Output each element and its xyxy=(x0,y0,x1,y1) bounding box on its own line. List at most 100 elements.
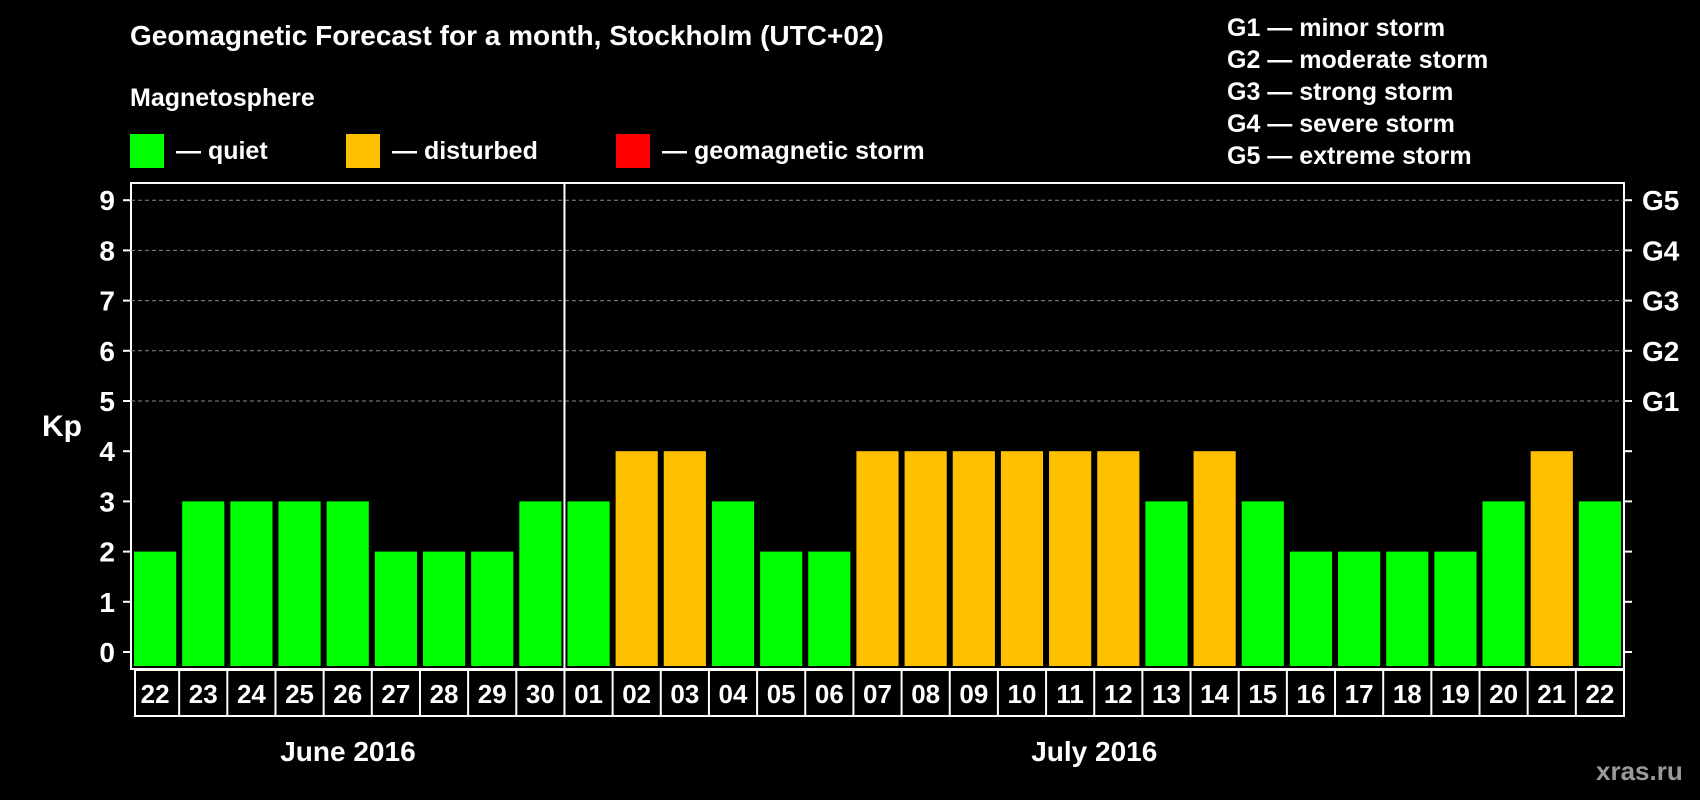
kp-bar xyxy=(1049,451,1092,666)
kp-bar xyxy=(615,451,658,666)
date-label: 01 xyxy=(574,679,603,709)
g-legend-item: G3 — strong storm xyxy=(1227,78,1454,106)
legend-disturbed-label: — disturbed xyxy=(392,136,538,165)
kp-bar xyxy=(1145,501,1188,666)
kp-bar xyxy=(422,551,466,666)
kp-bar xyxy=(1193,451,1236,666)
g-level-label: G2 xyxy=(1642,336,1679,367)
kp-bar xyxy=(1241,501,1284,666)
legend-quiet-swatch xyxy=(130,134,164,168)
date-label: 13 xyxy=(1152,679,1181,709)
date-label: 08 xyxy=(911,679,940,709)
kp-bar xyxy=(1000,451,1044,666)
y-tick-label: 0 xyxy=(99,637,115,668)
g-legend-item: G4 — severe storm xyxy=(1227,110,1455,138)
g-scale-legend: G1 — minor storm G2 — moderate storm G3 … xyxy=(1227,12,1488,172)
kp-bar xyxy=(519,501,562,666)
date-label: 29 xyxy=(478,679,507,709)
date-label: 25 xyxy=(285,679,314,709)
g-legend-item: G2 — moderate storm xyxy=(1227,46,1489,74)
date-row-frame xyxy=(134,669,1625,717)
date-label: 28 xyxy=(430,679,459,709)
y-tick-label: 3 xyxy=(99,486,115,517)
date-label: 20 xyxy=(1489,679,1518,709)
kp-bar xyxy=(711,501,755,666)
kp-bar xyxy=(856,451,899,666)
date-label: 18 xyxy=(1393,679,1422,709)
kp-bar xyxy=(326,501,369,666)
kp-bar xyxy=(230,501,273,666)
date-label: 09 xyxy=(959,679,988,709)
date-label: 17 xyxy=(1345,679,1374,709)
date-label: 14 xyxy=(1200,679,1229,709)
date-label: 10 xyxy=(1008,679,1037,709)
kp-bar xyxy=(1578,501,1621,666)
y-tick-label: 9 xyxy=(99,185,115,216)
kp-bar xyxy=(278,501,321,666)
legend-storm-swatch xyxy=(616,134,650,168)
watermark: xras.ru xyxy=(1596,756,1683,786)
date-label: 11 xyxy=(1056,679,1084,709)
legend-disturbed: — disturbed xyxy=(346,134,538,168)
kp-bar xyxy=(952,451,995,666)
legend-storm-label: — geomagnetic storm xyxy=(662,136,925,165)
date-label: 24 xyxy=(237,679,266,709)
y-tick-label: 6 xyxy=(99,336,115,367)
legend-disturbed-swatch xyxy=(346,134,380,168)
date-label: 03 xyxy=(670,679,699,709)
date-label: 21 xyxy=(1537,679,1566,709)
y-tick-label: 1 xyxy=(99,587,115,618)
y-tick-label: 8 xyxy=(99,235,115,266)
g-legend-item: G5 — extreme storm xyxy=(1227,142,1472,170)
date-label: 23 xyxy=(189,679,218,709)
kp-bar xyxy=(374,551,417,666)
g-legend-item: G1 — minor storm xyxy=(1227,14,1446,42)
date-label: 07 xyxy=(863,679,892,709)
y-tick-label: 4 xyxy=(99,436,115,467)
date-label: 02 xyxy=(622,679,651,709)
kp-bar xyxy=(471,551,514,666)
kp-bar xyxy=(1338,551,1381,666)
date-label: 22 xyxy=(141,679,170,709)
legend-quiet-label: — quiet xyxy=(176,136,268,165)
kp-bar xyxy=(1530,451,1573,666)
kp-bar xyxy=(904,451,947,666)
month-label-july: July 2016 xyxy=(1031,736,1158,767)
chart-subtitle: Magnetosphere xyxy=(130,84,315,112)
kp-bar xyxy=(134,551,177,666)
kp-bar xyxy=(567,501,610,666)
kp-bar xyxy=(182,501,225,666)
date-label: 27 xyxy=(381,679,410,709)
date-label: 26 xyxy=(333,679,362,709)
legend-quiet: — quiet xyxy=(130,134,268,168)
date-label: 06 xyxy=(815,679,844,709)
date-label: 12 xyxy=(1104,679,1133,709)
g-level-label: G1 xyxy=(1642,386,1679,417)
kp-bar xyxy=(1097,451,1140,666)
y-tick-label: 5 xyxy=(99,386,115,417)
kp-bar xyxy=(663,451,706,666)
date-label: 22 xyxy=(1585,679,1614,709)
kp-bar xyxy=(1434,551,1477,666)
kp-bar xyxy=(1482,501,1525,666)
g-level-label: G5 xyxy=(1642,185,1679,216)
y-tick-label: 7 xyxy=(99,286,115,317)
y-axis-label: Kp xyxy=(42,410,82,443)
kp-bar xyxy=(760,551,803,666)
legend-storm: — geomagnetic storm xyxy=(616,134,925,168)
g-level-label: G3 xyxy=(1642,286,1679,317)
date-label: 16 xyxy=(1296,679,1325,709)
kp-bar xyxy=(1289,551,1333,666)
month-label-june: June 2016 xyxy=(280,736,416,767)
g-level-label: G4 xyxy=(1642,235,1680,266)
date-label: 19 xyxy=(1441,679,1470,709)
date-label: 04 xyxy=(719,679,748,709)
kp-bar xyxy=(1386,551,1429,666)
kp-bar xyxy=(808,551,851,666)
date-label: 05 xyxy=(767,679,796,709)
chart-title: Geomagnetic Forecast for a month, Stockh… xyxy=(130,20,884,51)
date-label: 30 xyxy=(526,679,555,709)
date-label: 15 xyxy=(1248,679,1277,709)
y-tick-label: 2 xyxy=(99,537,115,568)
